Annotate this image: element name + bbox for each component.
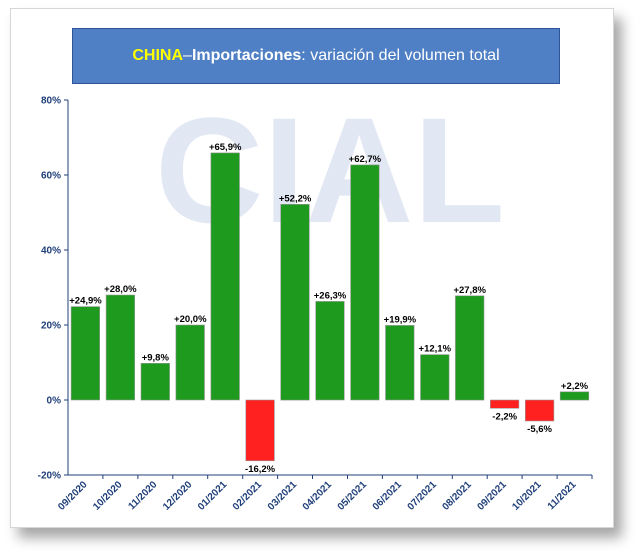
x-tick-label: 08/2021 bbox=[440, 479, 474, 513]
title-country: CHINA bbox=[132, 47, 184, 64]
y-tick-label: 0% bbox=[47, 396, 62, 407]
watermark-logo: CIAL bbox=[155, 86, 505, 254]
x-tick-label: 04/2021 bbox=[301, 479, 335, 513]
title-rest: : variación del volumen total bbox=[301, 47, 500, 64]
y-tick-label: 60% bbox=[41, 171, 61, 182]
title-strong: Importaciones bbox=[191, 47, 302, 64]
x-tick-label: 11/2020 bbox=[126, 479, 159, 512]
data-label: +26,3% bbox=[314, 290, 347, 301]
bar-04/2021 bbox=[315, 301, 345, 401]
chart-frame bbox=[10, 8, 614, 528]
x-tick-label: 07/2021 bbox=[406, 479, 440, 513]
bar-08/2021 bbox=[455, 295, 485, 401]
x-tick-label: 09/2020 bbox=[56, 479, 90, 513]
data-label: +19,9% bbox=[384, 314, 417, 325]
data-label: -5,6% bbox=[527, 424, 552, 435]
x-tick-label: 09/2021 bbox=[475, 479, 509, 513]
y-tick-label: 40% bbox=[41, 246, 61, 257]
data-label: +65,9% bbox=[209, 142, 242, 153]
data-label: -16,2% bbox=[245, 464, 276, 475]
x-tick-label: 05/2021 bbox=[336, 479, 370, 513]
data-label: +12,1% bbox=[419, 344, 452, 355]
data-label: +20,0% bbox=[174, 314, 207, 325]
x-tick-label: 02/2021 bbox=[231, 479, 265, 513]
bar-03/2021 bbox=[280, 204, 310, 401]
bar-09/2021 bbox=[489, 399, 520, 409]
bar-12/2020 bbox=[175, 324, 205, 401]
x-tick-label: 11/2021 bbox=[546, 479, 579, 512]
bar-05/2021 bbox=[350, 164, 380, 401]
bar-09/2020 bbox=[70, 306, 100, 401]
bar-07/2021 bbox=[420, 354, 450, 401]
bar-06/2021 bbox=[385, 325, 415, 401]
data-label: +27,8% bbox=[453, 285, 486, 296]
x-tick-label: 01/2021 bbox=[196, 479, 230, 513]
y-tick-label: -20% bbox=[38, 471, 61, 482]
bar-10/2021 bbox=[524, 399, 555, 422]
x-tick-label: 12/2020 bbox=[161, 479, 195, 513]
data-label: -2,2% bbox=[492, 411, 517, 422]
y-tick-label: 80% bbox=[41, 96, 61, 107]
bar-02/2021 bbox=[245, 399, 275, 462]
data-label: +28,0% bbox=[104, 284, 137, 295]
x-tick-label: 10/2021 bbox=[510, 479, 544, 513]
y-tick-label: 20% bbox=[41, 321, 61, 332]
data-label: +62,7% bbox=[349, 154, 382, 165]
data-label: +24,9% bbox=[69, 296, 102, 307]
title-dash: – bbox=[183, 47, 192, 64]
x-tick-label: 10/2020 bbox=[91, 479, 125, 513]
data-label: +52,2% bbox=[279, 193, 312, 204]
x-tick-label: 06/2021 bbox=[371, 479, 405, 513]
data-label: +9,8% bbox=[142, 352, 170, 363]
chart-title: CHINA – Importaciones: variación del vol… bbox=[72, 28, 560, 84]
data-label: +2,2% bbox=[561, 381, 589, 392]
bar-11/2020 bbox=[140, 362, 170, 401]
bar-11/2021 bbox=[559, 391, 590, 401]
x-tick-label: 03/2021 bbox=[266, 479, 300, 513]
bar-01/2021 bbox=[210, 152, 240, 401]
bar-10/2020 bbox=[105, 294, 135, 401]
